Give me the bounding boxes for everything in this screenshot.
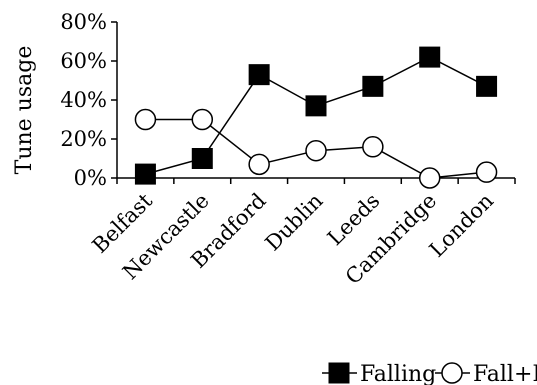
y-tick-label: 40%: [60, 88, 107, 112]
series-point: [441, 362, 463, 384]
legend-label: Fall+Rising: [473, 362, 537, 385]
series-point: [191, 148, 213, 169]
series-point: [418, 167, 441, 189]
series-point: [328, 362, 350, 384]
y-tick-label: 0%: [74, 166, 107, 190]
series-point: [305, 95, 327, 117]
series-point: [305, 139, 327, 162]
legend-item: Fall+Rising: [435, 362, 537, 385]
series-point: [248, 64, 270, 86]
series-point: [134, 163, 156, 185]
x-tick-label: London: [425, 189, 498, 262]
series-point: [476, 75, 498, 97]
series-falling: [134, 46, 498, 185]
series-fall-rising: [134, 108, 498, 189]
series-point: [248, 153, 270, 176]
x-tick-label: Dublin: [261, 189, 328, 256]
y-tick-label: 80%: [60, 10, 107, 34]
series-point: [134, 108, 157, 131]
series-point: [419, 46, 441, 68]
y-tick-label: 60%: [60, 49, 107, 73]
legend: Falling Fall+Rising: [322, 362, 537, 385]
legend-item: Falling: [322, 362, 436, 385]
series-point: [191, 108, 214, 131]
legend-label: Falling: [360, 362, 436, 385]
series-point: [362, 136, 384, 158]
y-tick-label: 20%: [60, 127, 107, 151]
series-area: [134, 46, 498, 189]
x-axis: BelfastNewcastleBradfordDublinLeedsCambr…: [88, 177, 516, 289]
y-axis: 0% 20% 40% 60% 80%: [60, 10, 118, 190]
y-axis-label: Tune usage: [12, 46, 37, 175]
series-point: [475, 161, 498, 183]
series-point: [362, 75, 384, 97]
